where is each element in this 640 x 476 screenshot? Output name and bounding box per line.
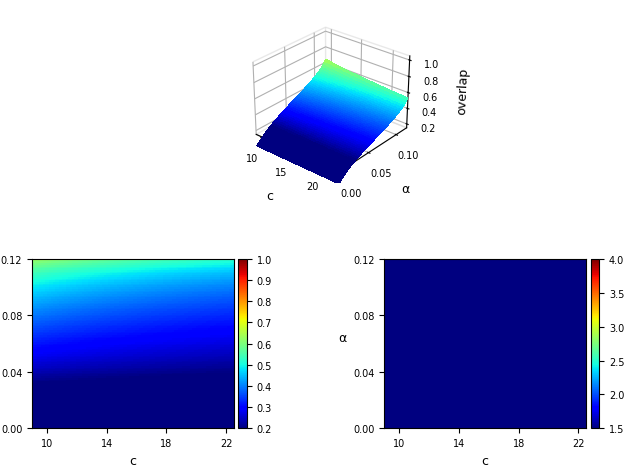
Y-axis label: α: α xyxy=(338,331,346,344)
X-axis label: c: c xyxy=(266,189,273,202)
X-axis label: c: c xyxy=(481,454,488,466)
X-axis label: c: c xyxy=(129,454,136,466)
Y-axis label: α: α xyxy=(401,182,410,196)
